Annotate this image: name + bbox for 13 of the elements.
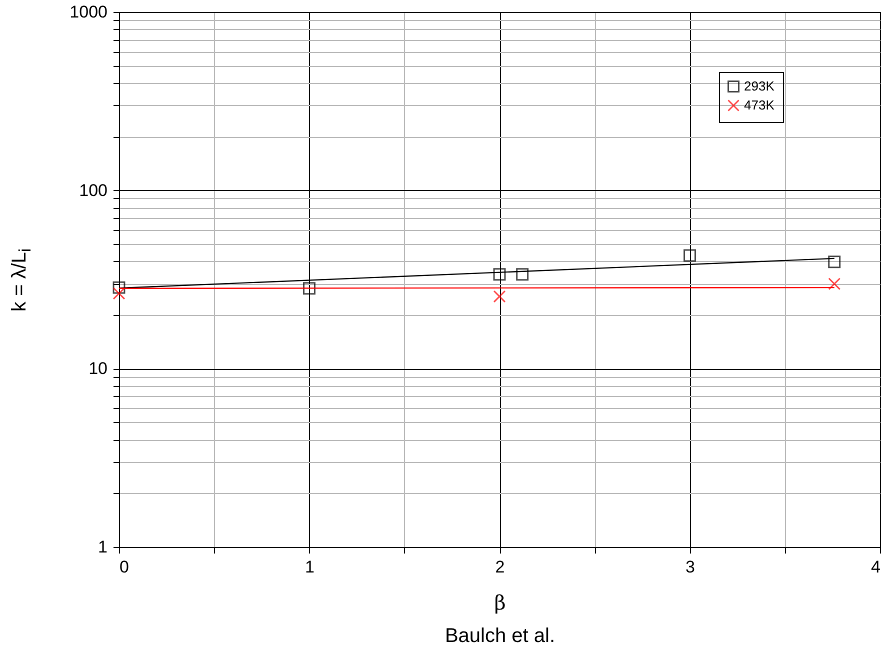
y-tick-label: 1 [98, 538, 108, 556]
x-axis-title: β [494, 590, 506, 614]
y-tick-label: 100 [79, 180, 108, 200]
y-tick-label: 10 [88, 359, 108, 378]
x-tick-label: 4 [871, 558, 880, 576]
x-tick-label: 3 [686, 558, 695, 576]
x-tick-label: 2 [495, 558, 505, 576]
legend-label: 473K [744, 98, 775, 112]
x-tick-label: 0 [120, 558, 129, 576]
x-tick-label: 1 [305, 558, 314, 576]
text: Baulch et al. [444, 625, 556, 648]
y-tick-label: 1000 [70, 2, 108, 22]
legend-label: 293K [744, 78, 775, 94]
